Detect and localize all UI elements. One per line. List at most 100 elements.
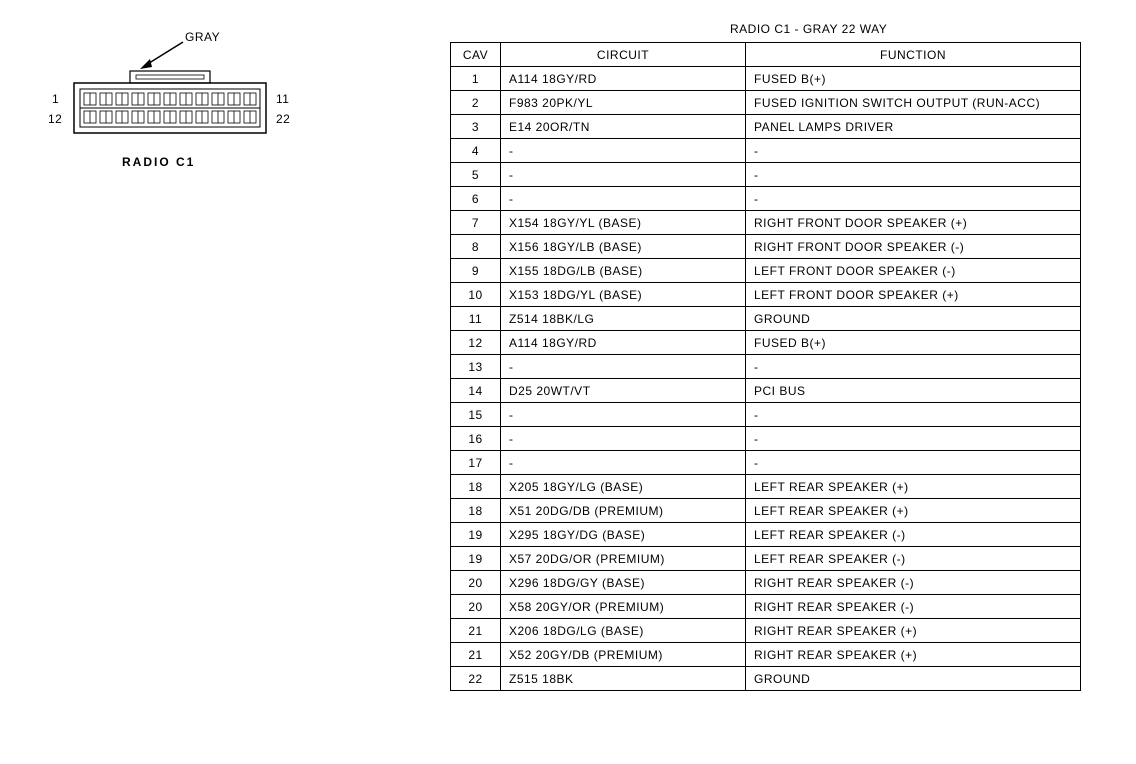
cell-function: RIGHT REAR SPEAKER (-) (746, 571, 1081, 595)
cell-cav: 19 (451, 547, 501, 571)
cell-cav: 11 (451, 307, 501, 331)
table-row: 21X52 20GY/DB (PREMIUM)RIGHT REAR SPEAKE… (451, 643, 1081, 667)
cell-function: - (746, 427, 1081, 451)
table-row: 20X296 18DG/GY (BASE)RIGHT REAR SPEAKER … (451, 571, 1081, 595)
cell-circuit: X206 18DG/LG (BASE) (501, 619, 746, 643)
cell-circuit: X156 18GY/LB (BASE) (501, 235, 746, 259)
cell-function: RIGHT FRONT DOOR SPEAKER (-) (746, 235, 1081, 259)
table-row: 4-- (451, 139, 1081, 163)
cell-cav: 5 (451, 163, 501, 187)
cell-circuit: X58 20GY/OR (PREMIUM) (501, 595, 746, 619)
cell-circuit: X205 18GY/LG (BASE) (501, 475, 746, 499)
table-row: 14D25 20WT/VTPCI BUS (451, 379, 1081, 403)
cell-function: - (746, 139, 1081, 163)
table-row: 22Z515 18BKGROUND (451, 667, 1081, 691)
cell-function: LEFT REAR SPEAKER (+) (746, 475, 1081, 499)
cell-circuit: - (501, 163, 746, 187)
cell-circuit: X154 18GY/YL (BASE) (501, 211, 746, 235)
cell-circuit: Z514 18BK/LG (501, 307, 746, 331)
table-row: 18X51 20DG/DB (PREMIUM)LEFT REAR SPEAKER… (451, 499, 1081, 523)
cell-function: LEFT REAR SPEAKER (-) (746, 547, 1081, 571)
cell-cav: 10 (451, 283, 501, 307)
cell-function: LEFT FRONT DOOR SPEAKER (-) (746, 259, 1081, 283)
pin-label-1: 1 (52, 92, 59, 106)
cell-function: PANEL LAMPS DRIVER (746, 115, 1081, 139)
cell-function: RIGHT REAR SPEAKER (+) (746, 643, 1081, 667)
cell-circuit: F983 20PK/YL (501, 91, 746, 115)
cell-function: - (746, 451, 1081, 475)
cell-circuit: - (501, 187, 746, 211)
col-header-cav: CAV (451, 43, 501, 67)
col-header-function: FUNCTION (746, 43, 1081, 67)
cell-cav: 13 (451, 355, 501, 379)
cell-circuit: Z515 18BK (501, 667, 746, 691)
cell-function: GROUND (746, 667, 1081, 691)
cell-circuit: - (501, 403, 746, 427)
cell-cav: 6 (451, 187, 501, 211)
cell-cav: 22 (451, 667, 501, 691)
pin-label-11: 11 (276, 92, 289, 106)
table-row: 11Z514 18BK/LGGROUND (451, 307, 1081, 331)
cell-function: LEFT REAR SPEAKER (+) (746, 499, 1081, 523)
cell-cav: 21 (451, 643, 501, 667)
cell-circuit: X52 20GY/DB (PREMIUM) (501, 643, 746, 667)
cell-circuit: X153 18DG/YL (BASE) (501, 283, 746, 307)
cell-function: FUSED B(+) (746, 67, 1081, 91)
cell-circuit: - (501, 355, 746, 379)
cell-cav: 20 (451, 571, 501, 595)
cell-cav: 21 (451, 619, 501, 643)
cell-function: RIGHT FRONT DOOR SPEAKER (+) (746, 211, 1081, 235)
table-title: RADIO C1 - GRAY 22 WAY (730, 22, 887, 36)
connector-color-label: GRAY (185, 30, 220, 44)
cell-circuit: X155 18DG/LB (BASE) (501, 259, 746, 283)
cell-function: RIGHT REAR SPEAKER (-) (746, 595, 1081, 619)
table-row: 18X205 18GY/LG (BASE)LEFT REAR SPEAKER (… (451, 475, 1081, 499)
cell-circuit: A114 18GY/RD (501, 331, 746, 355)
table-header-row: CAV CIRCUIT FUNCTION (451, 43, 1081, 67)
table-row: 20X58 20GY/OR (PREMIUM)RIGHT REAR SPEAKE… (451, 595, 1081, 619)
table-row: 17-- (451, 451, 1081, 475)
cell-cav: 12 (451, 331, 501, 355)
cell-cav: 2 (451, 91, 501, 115)
cell-function: - (746, 355, 1081, 379)
cell-circuit: X51 20DG/DB (PREMIUM) (501, 499, 746, 523)
cell-circuit: E14 20OR/TN (501, 115, 746, 139)
cell-cav: 3 (451, 115, 501, 139)
table-row: 19X57 20DG/OR (PREMIUM)LEFT REAR SPEAKER… (451, 547, 1081, 571)
cell-cav: 8 (451, 235, 501, 259)
cell-circuit: X296 18DG/GY (BASE) (501, 571, 746, 595)
cell-cav: 7 (451, 211, 501, 235)
cell-function: GROUND (746, 307, 1081, 331)
connector-body-icon (70, 65, 270, 140)
cell-circuit: D25 20WT/VT (501, 379, 746, 403)
cell-cav: 9 (451, 259, 501, 283)
cell-cav: 18 (451, 475, 501, 499)
table-row: 5-- (451, 163, 1081, 187)
cell-cav: 18 (451, 499, 501, 523)
col-header-circuit: CIRCUIT (501, 43, 746, 67)
cell-cav: 16 (451, 427, 501, 451)
cell-cav: 20 (451, 595, 501, 619)
pin-label-12: 12 (48, 112, 62, 126)
table-row: 10X153 18DG/YL (BASE)LEFT FRONT DOOR SPE… (451, 283, 1081, 307)
pinout-table: CAV CIRCUIT FUNCTION 1A114 18GY/RDFUSED … (450, 42, 1081, 691)
table-row: 9X155 18DG/LB (BASE)LEFT FRONT DOOR SPEA… (451, 259, 1081, 283)
table-row: 12A114 18GY/RDFUSED B(+) (451, 331, 1081, 355)
table-row: 15-- (451, 403, 1081, 427)
cell-cav: 4 (451, 139, 501, 163)
cell-cav: 14 (451, 379, 501, 403)
table-row: 21X206 18DG/LG (BASE)RIGHT REAR SPEAKER … (451, 619, 1081, 643)
cell-cav: 15 (451, 403, 501, 427)
cell-function: LEFT FRONT DOOR SPEAKER (+) (746, 283, 1081, 307)
cell-function: FUSED IGNITION SWITCH OUTPUT (RUN-ACC) (746, 91, 1081, 115)
cell-circuit: X295 18GY/DG (BASE) (501, 523, 746, 547)
table-row: 2F983 20PK/YLFUSED IGNITION SWITCH OUTPU… (451, 91, 1081, 115)
pin-label-22: 22 (276, 112, 290, 126)
table-row: 19X295 18GY/DG (BASE)LEFT REAR SPEAKER (… (451, 523, 1081, 547)
cell-circuit: X57 20DG/OR (PREMIUM) (501, 547, 746, 571)
cell-circuit: - (501, 139, 746, 163)
cell-circuit: - (501, 451, 746, 475)
table-row: 1A114 18GY/RDFUSED B(+) (451, 67, 1081, 91)
cell-cav: 17 (451, 451, 501, 475)
cell-function: LEFT REAR SPEAKER (-) (746, 523, 1081, 547)
